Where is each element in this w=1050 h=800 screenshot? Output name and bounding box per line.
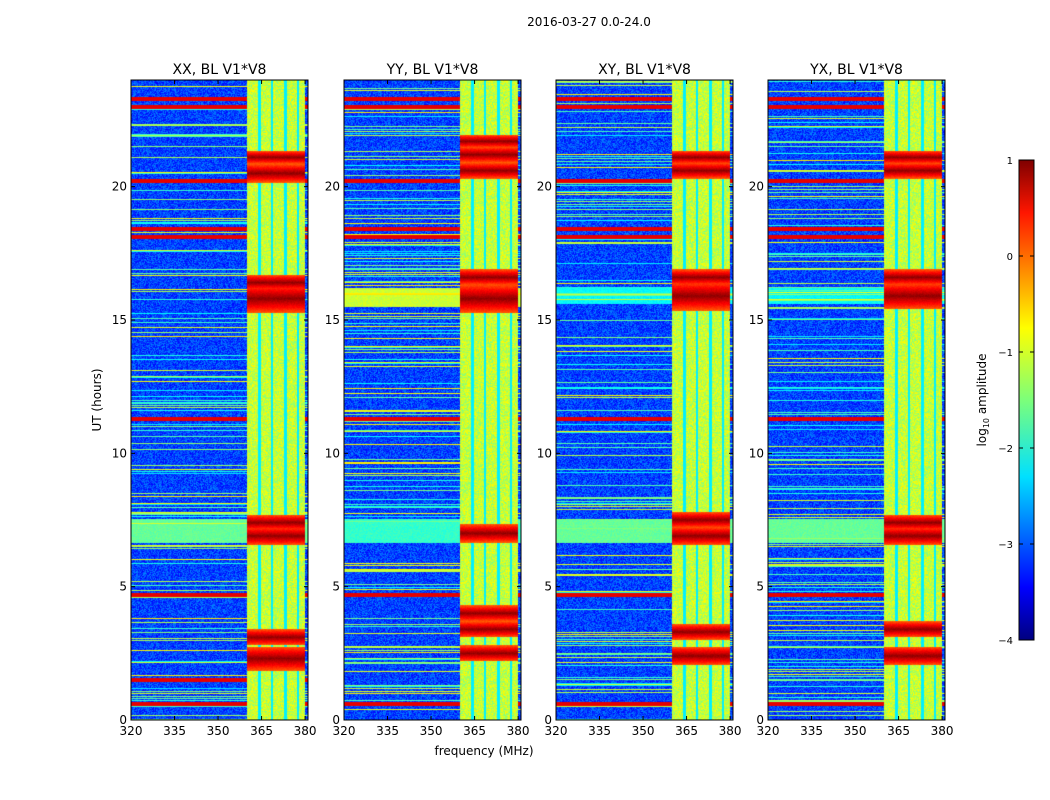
panel-title: XX, BL V1*V8: [173, 62, 267, 78]
axes-frame: [767, 79, 946, 721]
y-tick-label: 10: [537, 446, 552, 460]
x-tick-label: 320: [757, 724, 780, 738]
colorbar-tick-label: −4: [998, 636, 1013, 647]
y-tick-label: 0: [544, 713, 552, 727]
colorbar-tick-label: 1: [1007, 156, 1013, 167]
colorbar-gradient: [1018, 159, 1035, 641]
colorbar-tick-label: 0: [1007, 252, 1013, 263]
heatmap-image: [344, 80, 521, 720]
x-tick-label: 320: [120, 724, 143, 738]
y-tick-label: 10: [112, 446, 127, 460]
heatmap-image: [556, 80, 733, 720]
y-tick-label: 15: [749, 313, 764, 327]
colorbar-tick-label: −1: [998, 348, 1013, 359]
y-axis-label: UT (hours): [90, 368, 104, 431]
x-tick-label: 320: [333, 724, 356, 738]
x-tick-label: 380: [294, 724, 317, 738]
x-tick-label: 365: [250, 724, 273, 738]
colorbar-label: log10 amplitude: [975, 354, 991, 447]
panel-1: XX, BL V1*V8 320 335 350 365 380 0 5 10 15 20 UT (h…: [90, 62, 317, 738]
x-tick-label: 350: [632, 724, 655, 738]
colorbar-tick-label: −3: [998, 540, 1013, 551]
y-tick-label: 5: [332, 580, 340, 594]
axes-frame: [555, 79, 734, 721]
x-tick-label: 380: [507, 724, 530, 738]
colorbar-tick-label: −2: [998, 444, 1013, 455]
x-tick-label: 350: [207, 724, 230, 738]
axes-frame: [343, 79, 522, 721]
panel-3: XY, BL V1*V8 320 335 350 365 380 0 5 10 15 20: [537, 62, 742, 738]
y-tick-label: 5: [756, 580, 764, 594]
x-tick-label: 380: [719, 724, 742, 738]
colorbar-ticks: 1 0 −1 −2 −3 −4: [998, 156, 1034, 647]
panel-title: YX, BL V1*V8: [809, 62, 903, 78]
x-tick-label: 380: [931, 724, 954, 738]
panel-title: YY, BL V1*V8: [386, 62, 479, 78]
x-tick-label: 350: [844, 724, 867, 738]
y-tick-label: 5: [544, 580, 552, 594]
y-tick-label: 10: [749, 446, 764, 460]
y-tick-label: 5: [119, 580, 127, 594]
panel-2: YY, BL V1*V8 320 335 350 365 380 0 5 10 15 20 frequ…: [325, 62, 534, 758]
heatmap-image: [768, 80, 945, 720]
x-tick-label: 335: [588, 724, 611, 738]
y-tick-label: 10: [325, 446, 340, 460]
x-tick-label: 320: [545, 724, 568, 738]
x-tick-label: 365: [463, 724, 486, 738]
axes-frame: [130, 79, 309, 721]
panel-4: YX, BL V1*V8 320 335 350 365 380 0 5 10 15 20: [749, 62, 954, 738]
x-tick-label: 365: [675, 724, 698, 738]
y-tick-label: 20: [537, 180, 552, 194]
x-tick-label: 335: [163, 724, 186, 738]
x-tick-label: 335: [376, 724, 399, 738]
y-tick-label: 15: [112, 313, 127, 327]
x-axis-label: frequency (MHz): [434, 744, 533, 758]
x-tick-label: 350: [420, 724, 443, 738]
y-tick-label: 20: [749, 180, 764, 194]
heatmap-image: [131, 80, 308, 720]
colorbar: 1 0 −1 −2 −3 −4 log10 amplitude: [975, 156, 1035, 647]
y-tick-label: 0: [756, 713, 764, 727]
panel-title: XY, BL V1*V8: [598, 62, 691, 78]
y-tick-label: 15: [325, 313, 340, 327]
y-tick-label: 20: [325, 180, 340, 194]
panels: XX, BL V1*V8 320 335 350 365 380 0 5 10 15 20 UT (h…: [90, 62, 954, 758]
figure-title: 2016-03-27 0.0-24.0: [527, 15, 651, 29]
y-tick-label: 15: [537, 313, 552, 327]
x-tick-label: 335: [800, 724, 823, 738]
y-tick-label: 20: [112, 180, 127, 194]
y-tick-label: 0: [332, 713, 340, 727]
y-tick-label: 0: [119, 713, 127, 727]
x-tick-label: 365: [887, 724, 910, 738]
